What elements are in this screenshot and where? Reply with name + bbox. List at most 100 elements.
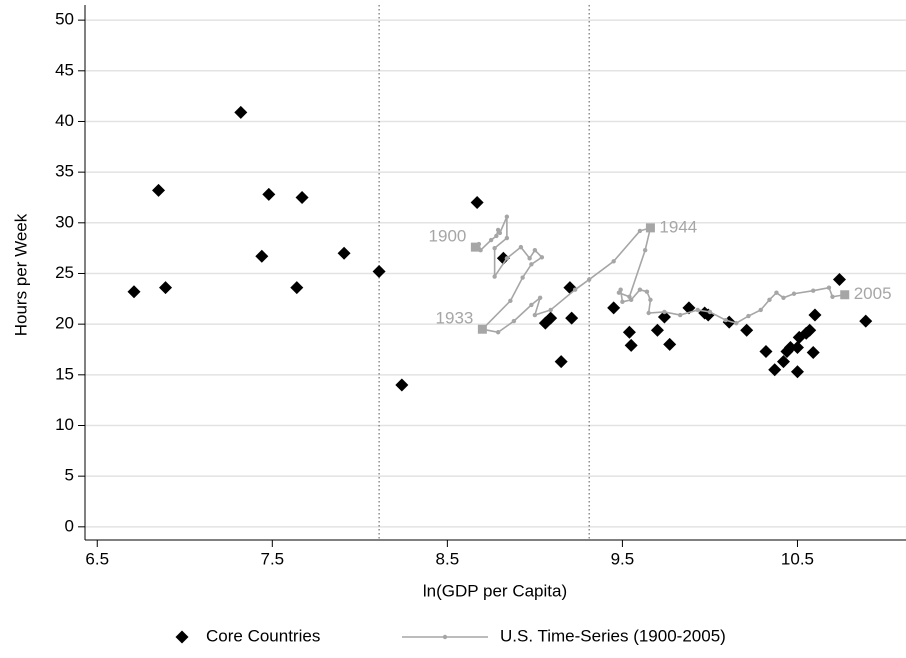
data-point — [723, 317, 728, 323]
point-label: 2005 — [854, 284, 892, 303]
y-axis-title: Hours per Week — [11, 213, 30, 336]
data-point — [529, 302, 534, 308]
data-point — [767, 297, 772, 303]
data-point — [808, 308, 822, 322]
legend-label: Core Countries — [206, 626, 320, 645]
data-point — [496, 251, 510, 265]
data-point — [554, 355, 568, 369]
x-tick-label: 6.5 — [85, 549, 109, 568]
data-point — [234, 105, 248, 119]
y-tick-label: 20 — [55, 314, 74, 333]
data-point — [628, 297, 634, 303]
data-point — [642, 247, 648, 253]
labeled-point — [470, 242, 480, 252]
y-tick-label: 30 — [55, 212, 74, 231]
legend-marker — [175, 630, 189, 644]
data-point — [677, 312, 683, 318]
data-point — [495, 330, 501, 335]
data-point — [539, 255, 545, 260]
data-point — [478, 247, 483, 253]
data-point — [663, 337, 677, 351]
data-point — [637, 287, 643, 292]
y-tick-label: 45 — [55, 60, 74, 79]
data-point — [494, 233, 499, 239]
data-point — [768, 363, 782, 377]
data-point — [740, 323, 754, 337]
data-point — [707, 309, 713, 315]
data-point — [337, 246, 351, 260]
data-point — [470, 196, 484, 210]
data-point — [774, 290, 779, 295]
y-tick-label: 25 — [55, 263, 74, 282]
legend-label: U.S. Time-Series (1900-2005) — [500, 626, 726, 645]
data-point — [811, 288, 816, 293]
data-point — [646, 310, 651, 316]
data-point — [295, 190, 309, 204]
labeled-point — [645, 223, 655, 233]
data-point — [527, 256, 532, 261]
data-point — [832, 273, 846, 287]
data-point — [637, 228, 643, 234]
data-point — [520, 275, 525, 280]
data-point — [826, 285, 832, 290]
data-point — [492, 245, 497, 251]
point-label: 1944 — [659, 217, 697, 236]
point-label: 1900 — [429, 227, 467, 246]
data-point — [830, 294, 835, 299]
data-point — [790, 340, 804, 354]
y-tick-label: 35 — [55, 162, 74, 181]
data-point — [791, 291, 797, 296]
data-point — [476, 241, 482, 247]
data-point — [532, 247, 538, 253]
y-tick-label: 40 — [55, 111, 74, 130]
x-axis-title: ln(GDP per Capita) — [423, 581, 567, 600]
x-tick-label: 8.5 — [436, 549, 460, 568]
data-point — [620, 299, 625, 305]
legend-marker — [442, 634, 448, 640]
data-point — [497, 230, 503, 236]
data-point — [548, 307, 553, 313]
data-point — [504, 256, 510, 261]
y-tick-label: 15 — [55, 364, 74, 383]
data-point — [127, 285, 141, 299]
data-point — [746, 313, 751, 319]
y-tick-label: 10 — [55, 415, 74, 434]
y-tick-label: 0 — [65, 516, 74, 535]
data-point — [695, 307, 700, 313]
data-point — [622, 325, 636, 339]
labeled-point — [840, 290, 850, 300]
data-point — [648, 297, 653, 303]
data-point — [776, 355, 790, 369]
data-point — [618, 287, 623, 292]
labeled-point — [477, 324, 487, 334]
data-point — [803, 323, 817, 337]
data-point — [781, 295, 786, 301]
data-point — [262, 187, 276, 201]
data-point — [395, 378, 409, 392]
data-point — [372, 264, 386, 278]
data-point — [532, 312, 538, 318]
data-point — [159, 281, 173, 295]
data-point — [586, 277, 592, 282]
x-tick-label: 7.5 — [260, 549, 284, 568]
data-point — [733, 320, 739, 326]
data-point — [624, 338, 638, 352]
data-point — [518, 244, 524, 250]
y-tick-label: 50 — [55, 10, 74, 29]
data-point — [758, 307, 763, 313]
data-point — [611, 259, 616, 264]
data-point — [290, 281, 304, 295]
data-point — [537, 295, 543, 301]
x-tick-label: 10.5 — [781, 549, 814, 568]
data-point — [565, 311, 579, 325]
data-point — [790, 365, 804, 379]
data-point — [572, 287, 578, 292]
data-point — [152, 183, 166, 197]
data-point — [544, 311, 558, 325]
data-point — [508, 298, 513, 304]
data-point — [504, 235, 510, 241]
data-point — [255, 249, 269, 263]
data-point — [529, 262, 534, 267]
data-point — [492, 274, 497, 279]
data-point — [806, 346, 820, 360]
